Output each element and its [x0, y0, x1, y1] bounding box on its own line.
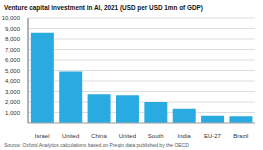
svg-text:UnitedKingdom: UnitedKingdom [115, 133, 139, 141]
svg-text:9,000: 9,000 [8, 26, 21, 32]
svg-text:6,000: 6,000 [8, 57, 21, 63]
html-text:Venture capital investment in: Venture capital investment in AI, 2021 (… [4, 4, 203, 11]
svg-text:8,000: 8,000 [8, 36, 21, 42]
svg-text:3,000: 3,000 [8, 89, 21, 95]
svg-text:UnitedStates: UnitedStates [62, 133, 79, 141]
svg-text:4,000: 4,000 [8, 78, 21, 84]
svg-text:Israel: Israel [35, 133, 50, 139]
svg-text:Brazil: Brazil [233, 133, 248, 139]
svg-text:SouthKorea: SouthKorea [148, 133, 165, 141]
svg-text:India: India [178, 133, 192, 139]
svg-text:2,000: 2,000 [8, 99, 21, 105]
svg-text:10,000: 10,000 [8, 15, 21, 21]
svg-text:5,000: 5,000 [8, 68, 21, 74]
svg-text:China: China [91, 133, 107, 139]
svg-text:EU-27: EU-27 [204, 133, 222, 139]
html-text:Source: Oxford Analytics calcu: Source: Oxford Analytics calculations ba… [4, 142, 189, 148]
svg-text:1,000: 1,000 [8, 110, 21, 116]
svg-text:7,000: 7,000 [8, 47, 21, 53]
